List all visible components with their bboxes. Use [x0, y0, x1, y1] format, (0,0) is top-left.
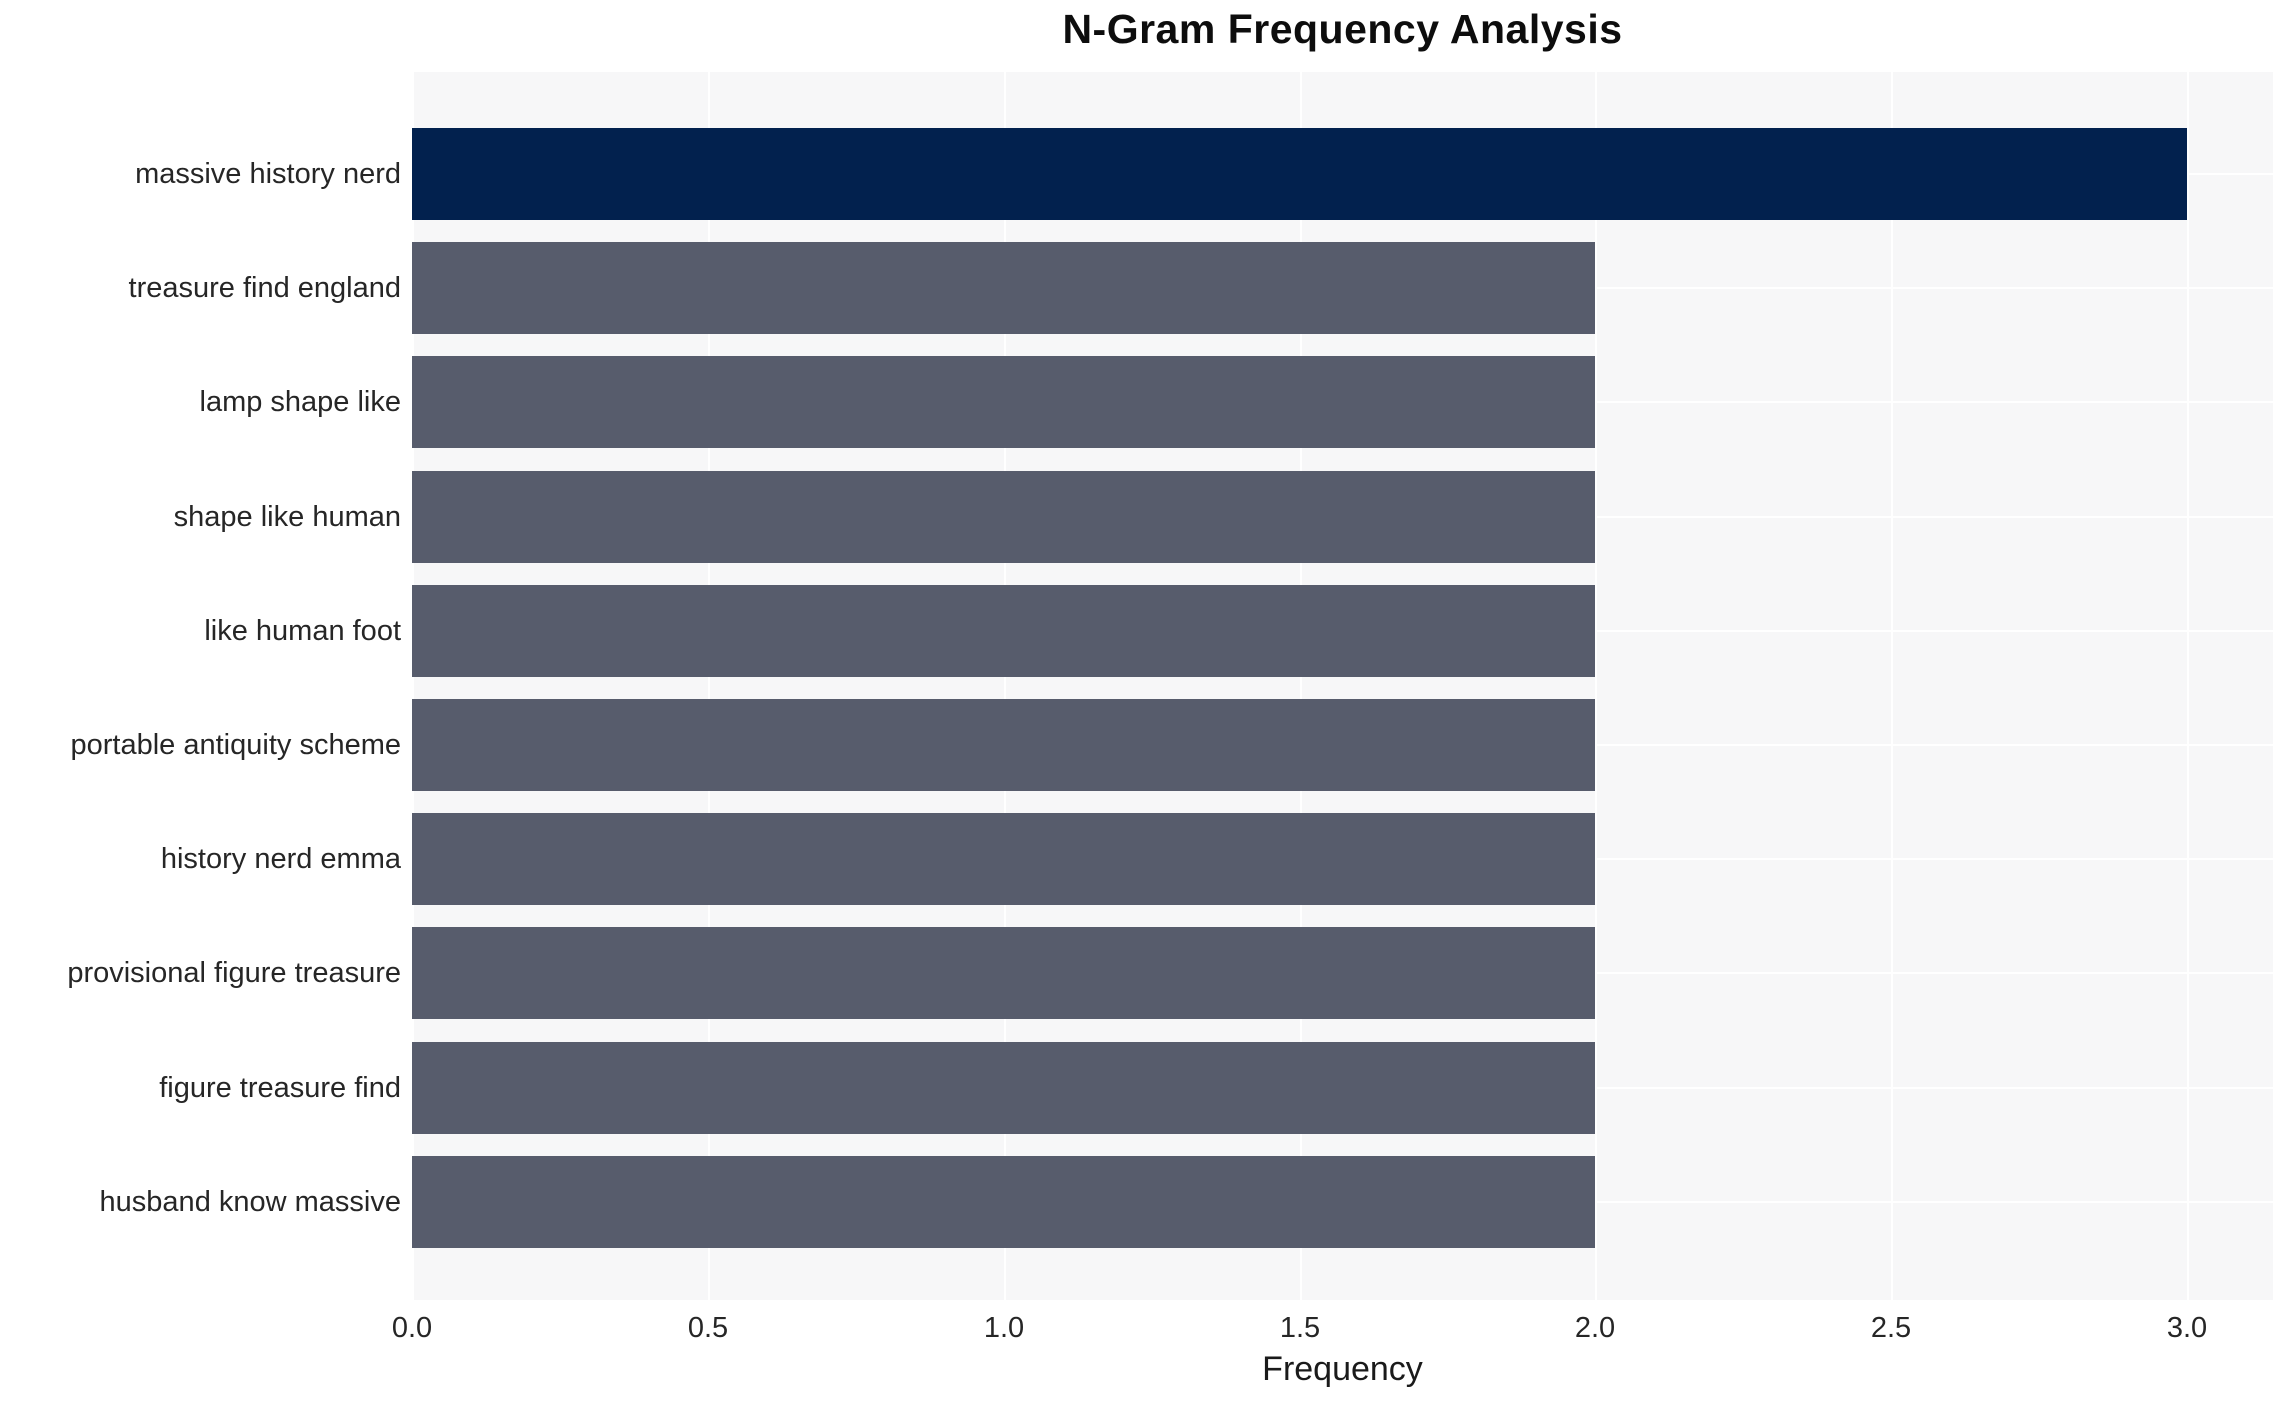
x-tick-label: 1.5	[1279, 1312, 1321, 1344]
x-tick-label: 2.5	[1870, 1312, 1912, 1344]
y-tick-label: like human foot	[204, 615, 401, 647]
bar-lamp-shape-like	[412, 356, 1595, 448]
bar-figure-treasure-find	[412, 1042, 1595, 1134]
x-tick-label: 0.0	[391, 1312, 433, 1344]
bar-husband-know-massive	[412, 1156, 1595, 1248]
bar-massive-history-nerd	[412, 128, 2187, 220]
x-tick-label: 3.0	[2166, 1312, 2208, 1344]
bar-history-nerd-emma	[412, 813, 1595, 905]
y-tick-label: history nerd emma	[160, 843, 401, 875]
vertical-gridline	[1595, 72, 1597, 1300]
y-tick-label: provisional figure treasure	[67, 957, 401, 989]
x-tick-label: 2.0	[1574, 1312, 1616, 1344]
chart-title: N-Gram Frequency Analysis	[1062, 6, 1623, 52]
vertical-gridline	[412, 72, 414, 1300]
bar-portable-antiquity-scheme	[412, 699, 1595, 791]
bar-like-human-foot	[412, 585, 1595, 677]
vertical-gridline	[1891, 72, 1893, 1300]
bar-provisional-figure-treasure	[412, 927, 1595, 1019]
x-tick-label: 1.0	[983, 1312, 1025, 1344]
y-tick-label: shape like human	[173, 501, 401, 533]
y-tick-label: husband know massive	[99, 1186, 401, 1218]
y-tick-label: lamp shape like	[199, 386, 402, 418]
y-tick-label: figure treasure find	[159, 1072, 401, 1104]
y-tick-label: treasure find england	[128, 272, 401, 304]
y-tick-label: massive history nerd	[135, 158, 401, 190]
x-tick-label: 0.5	[687, 1312, 729, 1344]
vertical-gridline	[2187, 72, 2189, 1300]
vertical-gridline	[1300, 72, 1302, 1300]
plot-area	[412, 72, 2273, 1300]
bar-shape-like-human	[412, 471, 1595, 563]
x-axis-label: Frequency	[1262, 1350, 1423, 1388]
bar-treasure-find-england	[412, 242, 1595, 334]
vertical-gridline	[708, 72, 710, 1300]
vertical-gridline	[1004, 72, 1006, 1300]
y-tick-label: portable antiquity scheme	[70, 729, 401, 761]
